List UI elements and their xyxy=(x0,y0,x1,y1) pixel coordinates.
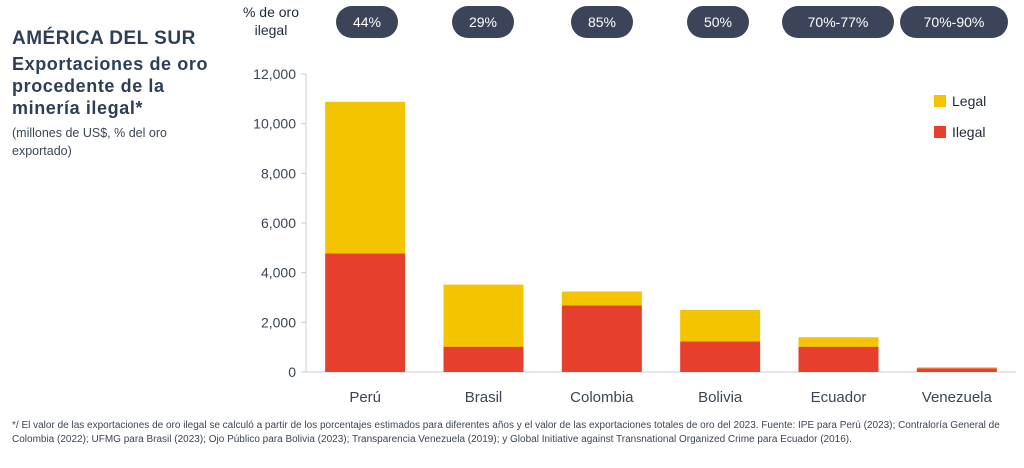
footnote: */ El valor de las exportaciones de oro … xyxy=(12,420,1000,445)
bar-legal xyxy=(561,291,642,306)
bar-ilegal xyxy=(443,346,524,372)
illegal-percent-pill-ecuador: 70%-77% xyxy=(782,6,894,38)
illegal-percent-pill-colombia: 85% xyxy=(571,6,633,38)
chart-subtitle: (millones de US$, % del oro exportado) xyxy=(12,126,167,158)
illegal-percent-pill-peru: 44% xyxy=(336,6,398,38)
chart-title: Exportaciones de oro procedente de la mi… xyxy=(12,54,209,118)
y-tick-label: 8,000 xyxy=(261,165,296,181)
x-category-label: Ecuador xyxy=(811,389,867,406)
legend-label-legal: Legal xyxy=(952,93,986,109)
y-tick-label: 2,000 xyxy=(261,314,296,330)
x-category-label: Colombia xyxy=(570,389,634,406)
stacked-bar-chart: 0 2,000 4,000 6,000 8,000 10,000 12,000 Perú Bra… xyxy=(253,66,1016,406)
bar-ilegal xyxy=(561,305,642,372)
y-tick-label: 6,000 xyxy=(261,215,296,231)
x-category-label: Brasil xyxy=(465,389,503,406)
y-tick-label: 10,000 xyxy=(253,116,296,132)
legend-swatch-legal xyxy=(934,95,946,107)
y-tick-label: 0 xyxy=(288,364,296,380)
region-title: AMÉRICA DEL SUR xyxy=(12,28,196,49)
title-block: AMÉRICA DEL SUR Exportaciones de oro pro… xyxy=(12,28,212,160)
bar-legal xyxy=(443,284,524,347)
x-category-label: Perú xyxy=(349,389,381,406)
illegal-percent-pill-brasil: 29% xyxy=(452,6,514,38)
illegal-percent-pill-venezuela: 70%-90% xyxy=(900,6,1008,38)
bar-legal xyxy=(798,337,879,347)
y-tick-label: 12,000 xyxy=(253,66,296,82)
illegal-percent-header: % de oro ilegal xyxy=(242,4,300,38)
bar-ilegal xyxy=(798,346,879,372)
x-category-label: Venezuela xyxy=(922,389,993,406)
bar-legal xyxy=(325,101,406,254)
bar-ilegal xyxy=(916,368,997,372)
y-tick-label: 4,000 xyxy=(261,265,296,281)
legend-label-ilegal: Ilegal xyxy=(952,124,985,140)
bar-legal xyxy=(680,309,761,342)
x-category-label: Bolivia xyxy=(698,389,743,406)
illegal-percent-pill-bolivia: 50% xyxy=(687,6,749,38)
bar-legal xyxy=(916,367,997,369)
bar-ilegal xyxy=(325,253,406,372)
legend-swatch-ilegal xyxy=(934,126,946,138)
bar-ilegal xyxy=(680,341,761,372)
